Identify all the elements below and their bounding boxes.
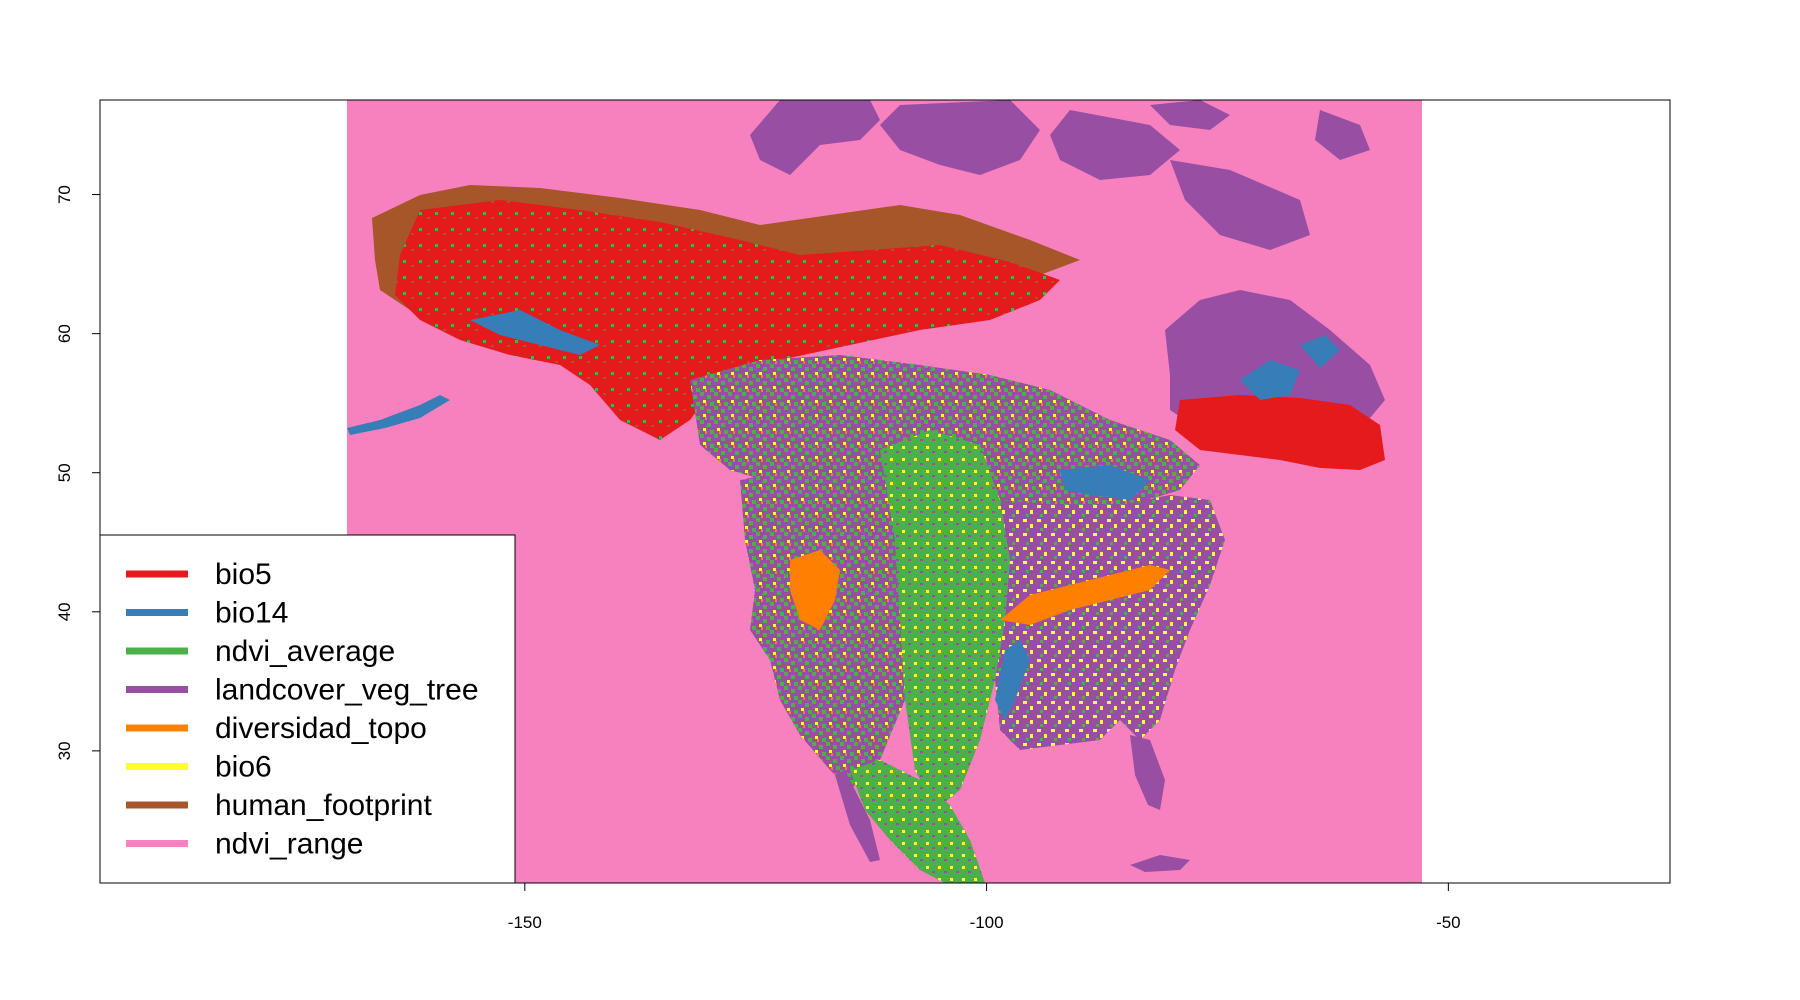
rockies-topo <box>790 550 840 630</box>
legend-label: ndvi_range <box>215 828 363 861</box>
raster-layer <box>347 100 1422 883</box>
y-axis: 30 40 50 60 70 <box>55 185 101 760</box>
alaska-coast-blue <box>470 310 600 355</box>
legend-label: human_footprint <box>215 789 432 822</box>
arctic-islands <box>1170 160 1310 250</box>
labrador-blue <box>1300 335 1340 368</box>
arctic-islands <box>1150 100 1230 130</box>
x-axis: -150 -100 -50 <box>508 882 1461 932</box>
y-tick-label: 40 <box>55 602 74 621</box>
legend-box <box>99 534 516 884</box>
arctic-islands <box>1050 110 1180 180</box>
baja <box>835 770 880 862</box>
legend-label: ndvi_average <box>215 635 395 668</box>
x-tick-label: -150 <box>508 913 542 932</box>
arctic-islands <box>880 100 1040 175</box>
legend-label: diversidad_topo <box>215 712 427 745</box>
legend-label: landcover_veg_tree <box>215 674 479 707</box>
quebec-blue <box>1240 360 1300 400</box>
us-west <box>740 470 915 790</box>
y-tick-label: 60 <box>55 324 74 343</box>
arctic-islands <box>1315 110 1370 160</box>
quebec-red <box>1175 395 1385 470</box>
north-boreal <box>395 200 1060 440</box>
y-tick-label: 30 <box>55 741 74 760</box>
x-tick-label: -100 <box>970 913 1004 932</box>
topo-band <box>1000 565 1170 625</box>
aleutians <box>347 395 450 435</box>
legend-label: bio5 <box>215 558 272 591</box>
florida <box>1130 735 1165 810</box>
hudson-bay <box>1040 290 1165 375</box>
mexico <box>850 760 985 883</box>
legend: bio5 bio14 ndvi_average landcover_veg_treed… <box>99 534 516 884</box>
legend-label: bio14 <box>215 597 288 630</box>
mississippi-blue <box>995 640 1030 720</box>
legend-label: bio6 <box>215 751 272 784</box>
y-tick-label: 50 <box>55 463 74 482</box>
caribbean <box>1130 855 1190 872</box>
arctic-islands <box>750 100 880 175</box>
x-tick-label: -50 <box>1436 913 1461 932</box>
great-plains <box>880 430 1010 810</box>
us-east <box>995 495 1225 750</box>
y-tick-label: 70 <box>55 185 74 204</box>
great-lakes-blue <box>1060 465 1150 500</box>
